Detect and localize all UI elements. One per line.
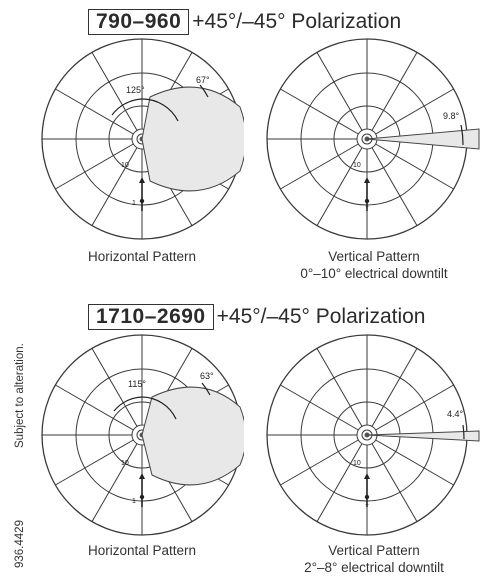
scale-arrowhead	[139, 473, 145, 479]
scale-arrowhead	[364, 177, 370, 183]
tilt-marker	[462, 424, 465, 440]
caption-title: Vertical Pattern	[328, 543, 420, 558]
grid-spoke	[371, 52, 418, 131]
grid-spoke	[280, 439, 359, 486]
grid-spoke	[55, 143, 134, 190]
axis-label: 1	[132, 200, 136, 207]
grid-spoke	[375, 143, 454, 190]
vertical-caption-2: Vertical Pattern 2°–8° electrical downti…	[268, 542, 480, 576]
radiation-lobe	[141, 86, 244, 192]
grid-spoke	[316, 52, 363, 131]
grid-spoke	[55, 384, 134, 431]
grid-spoke	[316, 147, 363, 226]
scale-arrowhead	[139, 177, 145, 183]
caption-downtilt: 2°–8° electrical downtilt	[304, 560, 444, 575]
grid-spoke	[280, 88, 359, 135]
frequency-band-label: 790–960	[88, 9, 190, 35]
axis-label: 1	[132, 498, 136, 505]
band-heading-2: 1710–2690 +45°/–45° Polarization	[88, 304, 425, 330]
polarization-label: +45°/–45° Polarization	[192, 10, 402, 33]
scale-dot	[364, 494, 370, 500]
ring-label: 10	[121, 460, 129, 467]
half-power-angle-label: 125°	[126, 85, 145, 95]
grid-spoke	[371, 147, 418, 226]
half-power-angle-label: 115°	[128, 379, 146, 389]
grid-spoke	[375, 384, 454, 431]
band-heading-1: 790–960 +45°/–45° Polarization	[88, 9, 401, 35]
radiation-lobe	[141, 386, 244, 486]
caption-downtilt: 0°–10° electrical downtilt	[300, 266, 448, 281]
grid-spoke	[280, 384, 359, 431]
axis-label: 1	[365, 500, 369, 507]
grid-spoke	[280, 143, 359, 190]
caption-text: Horizontal Pattern	[87, 543, 197, 558]
alteration-note: Subject to alteration.	[14, 343, 26, 448]
horizontal-pattern-plot-1: 125° 67° 10 1	[41, 38, 244, 240]
grid-spoke	[91, 147, 138, 226]
grid-spoke	[375, 88, 454, 135]
beam-width-label: 4.4°	[447, 409, 464, 419]
caption-title: Vertical Pattern	[328, 249, 420, 264]
grid-spoke	[371, 348, 418, 427]
grid-spoke	[91, 52, 138, 131]
polarization-label: +45°/–45° Polarization	[216, 305, 426, 328]
horizontal-caption-1: Horizontal Pattern	[52, 248, 232, 265]
grid-spoke	[316, 348, 363, 427]
radiation-lobe	[366, 128, 480, 150]
ring-label: 10	[353, 460, 361, 467]
grid-spoke	[91, 348, 138, 427]
grid-spoke	[55, 88, 134, 135]
radiation-lobe	[366, 430, 480, 442]
angle-markers	[111, 84, 209, 122]
ring-label: 10	[353, 162, 361, 169]
front-angle-label: 63°	[200, 371, 214, 381]
document-number: 936.4429	[14, 520, 26, 568]
angle-markers	[113, 382, 211, 420]
horizontal-caption-2: Horizontal Pattern	[52, 542, 232, 559]
beam-width-label: 9.8°	[443, 111, 460, 121]
scale-dot	[364, 198, 370, 204]
caption-text: Horizontal Pattern	[87, 249, 197, 264]
horizontal-pattern-plot-2: 115° 63° 10 1	[41, 334, 244, 536]
scale-arrowhead	[364, 473, 370, 479]
grid-spoke	[91, 443, 138, 522]
scale-dot	[139, 494, 145, 500]
vertical-caption-1: Vertical Pattern 0°–10° electrical downt…	[268, 248, 480, 282]
tilt-marker	[460, 124, 464, 146]
front-angle-label: 67°	[196, 75, 210, 85]
grid-spoke	[375, 439, 454, 486]
ring-label: 10	[121, 162, 129, 169]
grid-spoke	[371, 443, 418, 522]
side-notes: Subject to alteration. 936.4429	[0, 300, 40, 581]
scale-dot	[139, 198, 145, 204]
axis-label: 1	[365, 202, 369, 209]
vertical-pattern-plot-1: 9.8° 10 1	[266, 38, 480, 240]
frequency-band-label: 1710–2690	[88, 304, 214, 330]
polar-grid	[41, 38, 243, 240]
grid-spoke	[55, 439, 134, 486]
vertical-pattern-plot-2: 4.4° 10 1	[266, 334, 480, 536]
grid-spoke	[316, 443, 363, 522]
